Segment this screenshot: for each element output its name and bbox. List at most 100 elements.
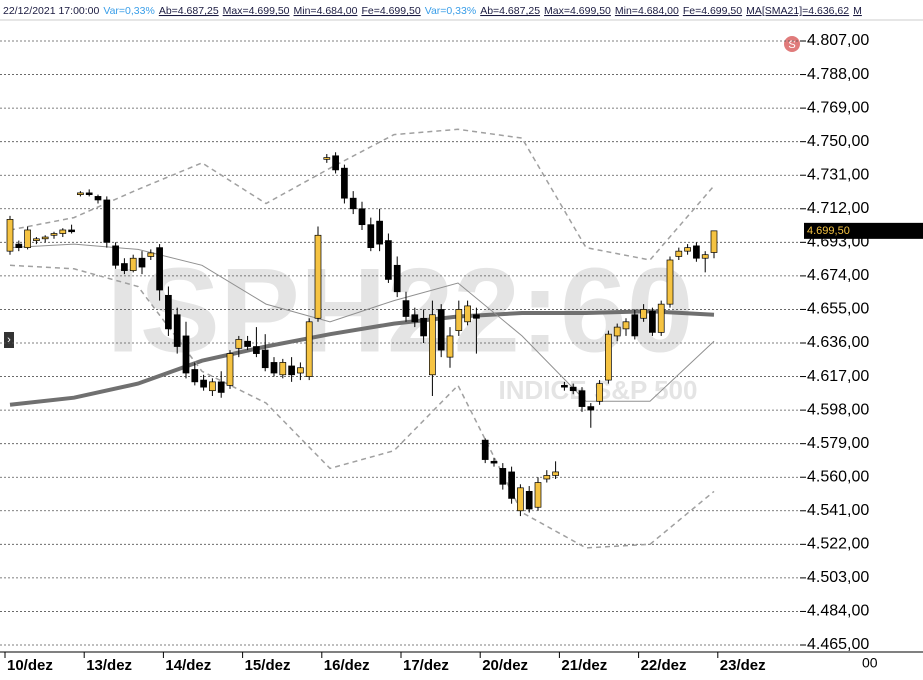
candle-body	[578, 390, 586, 407]
header-item: Max=4.699,50	[223, 5, 290, 17]
x-tick-label: 15/dez	[245, 657, 291, 674]
header-item: Fe=4.699,50	[361, 5, 420, 17]
candle-body	[85, 192, 93, 195]
y-tick-label: 4.617,00	[807, 368, 869, 385]
candle-body	[429, 314, 436, 376]
candle-body	[112, 245, 119, 266]
y-tick-label: 4.484,00	[807, 603, 869, 620]
candle-body	[341, 167, 348, 199]
x-tick-label: 14/dez	[165, 657, 211, 674]
header-item: 22/12/2021 17:00:00	[3, 5, 100, 17]
candle-body	[349, 197, 357, 210]
candle-body	[182, 335, 190, 374]
s-icon[interactable]	[784, 36, 800, 52]
y-tick-label: 4.636,00	[807, 334, 869, 351]
x-tick-label: 10/dez	[7, 657, 53, 674]
candle-body	[622, 321, 630, 330]
candle-body	[605, 333, 612, 381]
candle-body	[481, 439, 489, 460]
candle-body	[569, 386, 577, 392]
candle-body	[640, 309, 647, 319]
candle-body	[411, 314, 419, 323]
candle-body	[385, 240, 392, 280]
header-item: Ab=4.687,25	[480, 5, 540, 17]
candle-body	[693, 245, 700, 259]
candle-body	[464, 305, 471, 323]
candle-body	[710, 230, 718, 253]
header-item: MA[SMA21]=4.636,62	[746, 5, 849, 17]
header-item: Min=4.684,00	[294, 5, 358, 17]
last-price-label: 4.699,50	[807, 225, 850, 237]
candle-body	[420, 317, 427, 337]
candle-body	[367, 224, 375, 248]
y-tick-label: 4.807,00	[807, 32, 869, 49]
candle-body	[517, 487, 524, 512]
candle-body	[305, 321, 313, 377]
s-icon-letter: S	[788, 39, 795, 51]
indicator-line	[9, 309, 715, 407]
y-tick-label: 4.674,00	[807, 267, 869, 284]
candle-body	[15, 243, 23, 248]
y-tick-label: 4.541,00	[807, 502, 869, 519]
candle-body	[437, 309, 445, 351]
y-tick-label: 4.788,00	[807, 66, 869, 83]
candle-body	[402, 300, 410, 317]
header-item: Min=4.684,00	[615, 5, 679, 17]
candle-body	[94, 196, 102, 201]
candle-body	[226, 353, 234, 386]
candle-body	[508, 471, 515, 499]
candle-body	[33, 238, 40, 241]
y-tick-label: 4.769,00	[807, 99, 869, 116]
candle-body	[129, 257, 137, 271]
left-marker-arrow: ›	[7, 334, 11, 346]
candle-body	[209, 381, 216, 392]
indicator-line	[9, 264, 715, 549]
candle-body	[50, 233, 58, 236]
candle-body	[596, 383, 603, 402]
candle-body	[455, 309, 463, 331]
candle-body	[701, 254, 709, 259]
candle-body	[490, 460, 498, 464]
y-tick-label: 4.598,00	[807, 401, 869, 418]
candle-body	[473, 314, 480, 319]
y-tick-label: 4.655,00	[807, 301, 869, 318]
last-price-box	[804, 222, 923, 239]
candle-body	[332, 155, 339, 171]
candle-body	[279, 362, 287, 376]
candle-body	[235, 339, 243, 349]
left-marker[interactable]	[4, 332, 14, 348]
candle-body	[244, 340, 251, 347]
candle-body	[525, 491, 533, 510]
candle-body	[446, 335, 454, 358]
candle-body	[77, 192, 84, 195]
candle-body	[376, 220, 383, 245]
x-tick-label: 13/dez	[86, 657, 132, 674]
y-tick-label: 4.560,00	[807, 468, 869, 485]
candle-body	[138, 257, 146, 268]
candle-body	[68, 229, 75, 233]
y-tick-label: 4.750,00	[807, 133, 869, 150]
candle-body	[288, 365, 295, 376]
candle-body	[649, 310, 656, 333]
candle-body	[323, 157, 331, 160]
header: 22/12/2021 17:00:00 Var=0,33% Ab=4.687,25 M…	[3, 5, 862, 17]
candle-body	[393, 264, 401, 293]
y-tick-label: 4.731,00	[807, 166, 869, 183]
header-item: M	[853, 5, 862, 17]
candle-body	[253, 346, 260, 354]
candle-body	[24, 229, 31, 248]
candle-body	[675, 250, 683, 257]
candle-body	[165, 294, 172, 330]
x-end-label: 00	[862, 655, 878, 671]
header-item: Var=0,33%	[103, 5, 154, 17]
candle-body	[103, 199, 111, 243]
candle-body	[173, 314, 181, 347]
candle-body	[59, 229, 67, 234]
candle-body	[543, 475, 551, 480]
candle-body	[41, 236, 49, 240]
header-item: Fe=4.699,50	[683, 5, 742, 17]
candle-body	[587, 406, 595, 411]
x-tick-label: 20/dez	[482, 657, 528, 674]
